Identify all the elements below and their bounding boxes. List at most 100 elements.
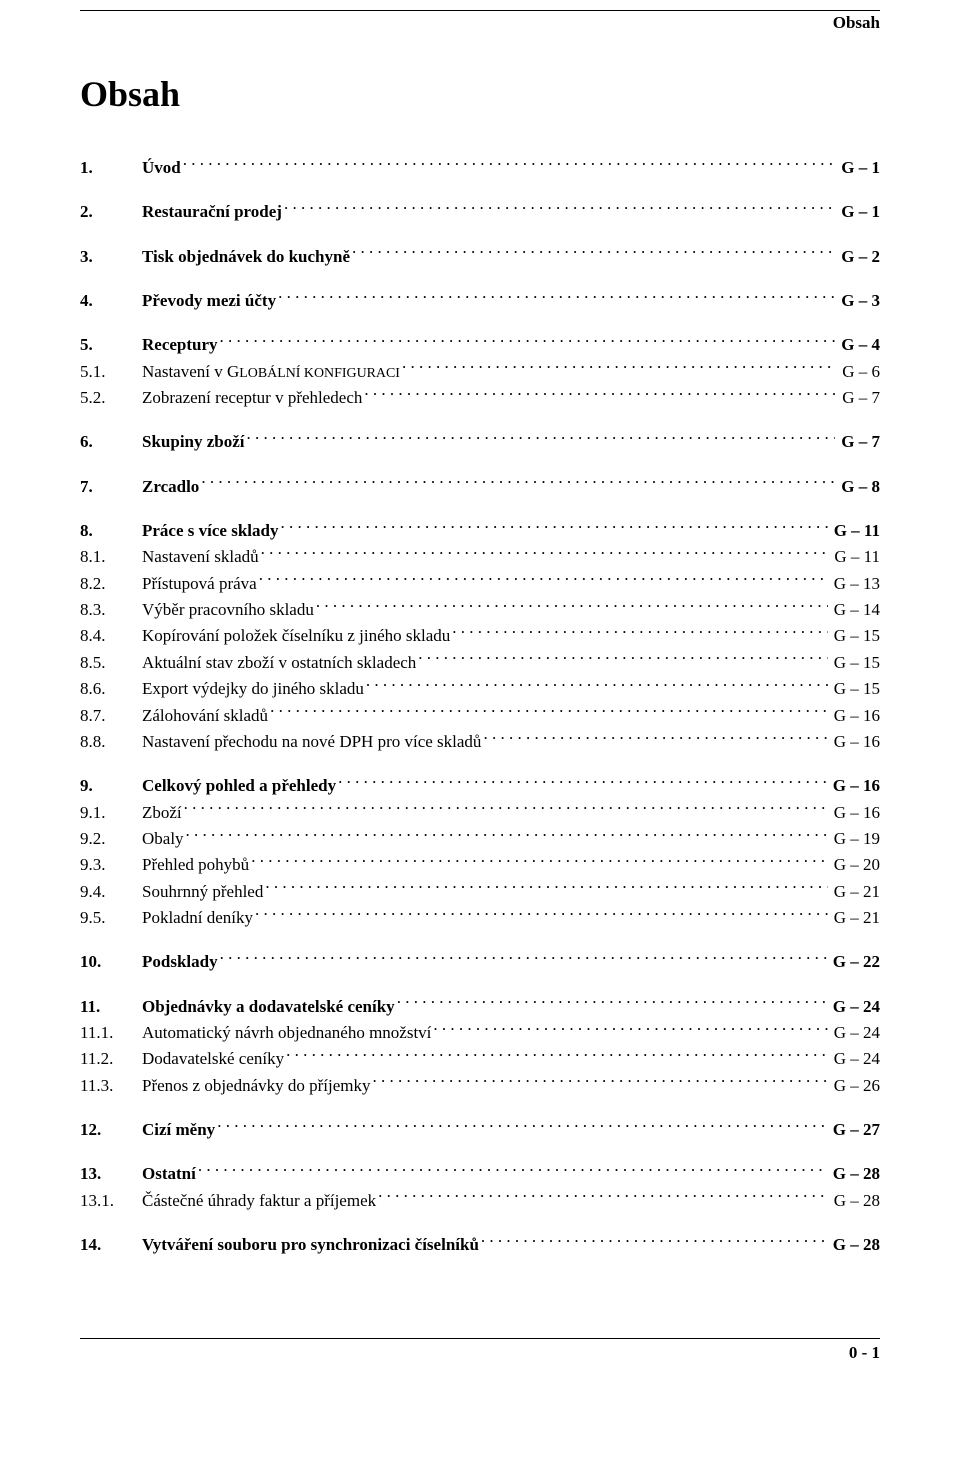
header-label: Obsah	[80, 13, 880, 33]
toc-entry-number: 12.	[80, 1117, 142, 1143]
toc-entry-leader	[270, 704, 828, 721]
toc-entry-title: Nastavení přechodu na nové DPH pro více …	[142, 729, 481, 755]
toc-entry-page: G – 16	[830, 703, 880, 729]
toc-entry-leader	[255, 906, 828, 923]
toc-group-gap	[80, 500, 880, 518]
toc-entry-leader	[284, 200, 835, 217]
toc-entry-page: G – 27	[829, 1117, 880, 1143]
toc-entry-leader	[378, 1189, 828, 1206]
toc-entry-page: G – 6	[838, 359, 880, 385]
toc-entry: 6.Skupiny zbožíG – 7	[80, 429, 880, 455]
document-page: Obsah Obsah 1.ÚvodG – 12.Restaurační pro…	[0, 0, 960, 1383]
toc-entry: 12.Cizí měny G – 27	[80, 1117, 880, 1143]
toc-entry-leader	[316, 598, 828, 615]
toc-entry-number: 9.3.	[80, 852, 142, 878]
toc-entry-page: G – 13	[830, 571, 880, 597]
toc-entry-page: G – 28	[830, 1188, 880, 1214]
toc-entry-leader	[483, 730, 827, 747]
toc-entry: 13.OstatníG – 28	[80, 1161, 880, 1187]
toc-entry-page: G – 14	[830, 597, 880, 623]
toc-entry: 11.1.Automatický návrh objednaného množs…	[80, 1020, 880, 1046]
toc-entry: 5.1.Nastavení v GLOBÁLNÍ KONFIGURACIG – …	[80, 359, 880, 385]
toc-entry-number: 5.2.	[80, 385, 142, 411]
toc-entry-title: Úvod	[142, 155, 181, 181]
toc-group-gap	[80, 1143, 880, 1161]
toc-entry-leader	[265, 880, 827, 897]
toc-entry: 8.5.Aktuální stav zboží v ostatních skla…	[80, 650, 880, 676]
toc-entry-number: 8.8.	[80, 729, 142, 755]
toc-entry-number: 11.	[80, 994, 142, 1020]
toc-entry: 9.5.Pokladní deníkyG – 21	[80, 905, 880, 931]
toc-entry: 8.Práce s více skladyG – 11	[80, 518, 880, 544]
toc-entry-leader	[217, 1118, 827, 1135]
toc-entry: 11.Objednávky a dodavatelské ceníkyG – 2…	[80, 994, 880, 1020]
toc-group-gap	[80, 456, 880, 474]
toc-entry-number: 13.1.	[80, 1188, 142, 1214]
toc-entry-number: 14.	[80, 1232, 142, 1258]
toc-entry-leader	[402, 360, 836, 377]
toc-entry: 7.ZrcadloG – 8	[80, 474, 880, 500]
toc-entry-page: G – 1	[837, 199, 880, 225]
toc-entry-page: G – 21	[830, 879, 880, 905]
toc-group-gap	[80, 226, 880, 244]
toc-entry: 9.2.ObalyG – 19	[80, 826, 880, 852]
toc-entry-number: 9.2.	[80, 826, 142, 852]
toc-entry-page: G – 11	[830, 544, 880, 570]
toc-entry-page: G – 16	[830, 800, 880, 826]
toc-group-gap	[80, 270, 880, 288]
toc-entry-number: 7.	[80, 474, 142, 500]
toc-entry-title: Cizí měny	[142, 1117, 215, 1143]
toc-entry-title: Aktuální stav zboží v ostatních skladech	[142, 650, 416, 676]
toc-entry-page: G – 24	[829, 994, 880, 1020]
toc-entry-page: G – 15	[830, 676, 880, 702]
toc-group-gap	[80, 931, 880, 949]
toc-entry-leader	[397, 995, 827, 1012]
toc-entry-number: 9.1.	[80, 800, 142, 826]
toc-entry-number: 11.1.	[80, 1020, 142, 1046]
toc-entry: 5.RecepturyG – 4	[80, 332, 880, 358]
toc-entry-title: Automatický návrh objednaného množství	[142, 1020, 431, 1046]
toc-entry-number: 8.	[80, 518, 142, 544]
toc-entry-title: Zálohování skladů	[142, 703, 268, 729]
toc-entry-leader	[201, 475, 835, 492]
toc-entry-title: Ostatní	[142, 1161, 196, 1187]
toc-entry: 2.Restaurační prodejG – 1	[80, 199, 880, 225]
toc-entry-page: G – 15	[830, 650, 880, 676]
toc-entry-title: Skupiny zboží	[142, 429, 245, 455]
toc-entry-leader	[198, 1162, 827, 1179]
toc-entry-title: Přístupová práva	[142, 571, 257, 597]
header-rule	[80, 10, 880, 11]
toc-entry: 8.7.Zálohování skladůG – 16	[80, 703, 880, 729]
toc-entry: 9.3.Přehled pohybůG – 20	[80, 852, 880, 878]
toc-entry: 8.3.Výběr pracovního skladuG – 14	[80, 597, 880, 623]
toc-entry-title: Tisk objednávek do kuchyně	[142, 244, 350, 270]
toc-entry: 11.2.Dodavatelské ceníkyG – 24	[80, 1046, 880, 1072]
table-of-contents: 1.ÚvodG – 12.Restaurační prodejG – 13.Ti…	[80, 155, 880, 1258]
toc-entry: 9.Celkový pohled a přehledyG – 16	[80, 773, 880, 799]
toc-entry-title: Zboží	[142, 800, 182, 826]
toc-entry: 13.1.Částečné úhrady faktur a příjemekG …	[80, 1188, 880, 1214]
toc-entry-leader	[433, 1021, 827, 1038]
toc-entry-page: G – 3	[837, 288, 880, 314]
toc-entry-page: G – 24	[830, 1020, 880, 1046]
footer-rule	[80, 1338, 880, 1339]
toc-entry-leader	[184, 801, 828, 818]
toc-entry-page: G – 22	[829, 949, 880, 975]
toc-entry-title: Pokladní deníky	[142, 905, 253, 931]
toc-group-gap	[80, 314, 880, 332]
toc-entry-leader	[220, 950, 827, 967]
toc-entry-leader	[259, 572, 828, 589]
toc-entry-leader	[220, 333, 836, 350]
toc-entry-number: 8.1.	[80, 544, 142, 570]
toc-entry-number: 8.2.	[80, 571, 142, 597]
toc-entry-leader	[418, 651, 827, 668]
toc-entry-title: Restaurační prodej	[142, 199, 282, 225]
toc-entry-number: 8.3.	[80, 597, 142, 623]
toc-entry-page: G – 15	[830, 623, 880, 649]
toc-entry-leader	[352, 245, 835, 262]
toc-entry-title: Souhrnný přehled	[142, 879, 263, 905]
toc-group-gap	[80, 181, 880, 199]
toc-group-gap	[80, 411, 880, 429]
toc-entry-page: G – 21	[830, 905, 880, 931]
toc-entry-title: Nastavení v GLOBÁLNÍ KONFIGURACI	[142, 359, 400, 385]
